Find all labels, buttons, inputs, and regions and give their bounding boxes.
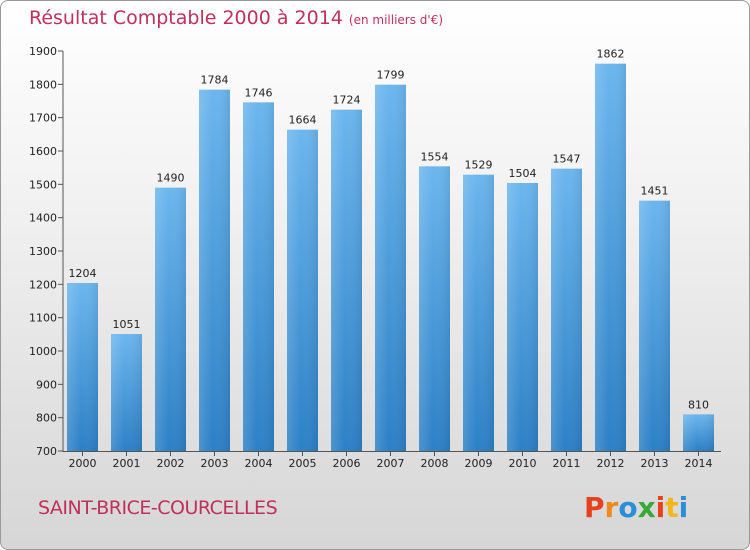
value-label-2007: 1799 [377, 69, 405, 82]
x-tick-label-2003: 2003 [201, 457, 229, 470]
y-tick-label: 1900 [29, 45, 57, 58]
value-label-2008: 1554 [421, 150, 449, 163]
logo-letter: o [618, 491, 638, 524]
bar-shine-2002 [155, 187, 186, 451]
chart-subtitle: (en milliers d'€) [348, 13, 444, 27]
value-label-2005: 1664 [289, 114, 317, 127]
y-tick-label: 1700 [29, 112, 57, 125]
x-tick-label-2010: 2010 [509, 457, 537, 470]
y-tick-label: 1000 [29, 345, 57, 358]
proxiti-logo: Proxiti [584, 491, 688, 524]
y-tick-label: 1800 [29, 78, 57, 91]
value-label-2002: 1490 [157, 172, 185, 185]
x-tick-label-2001: 2001 [113, 457, 141, 470]
value-label-2003: 1784 [201, 74, 229, 87]
bar-shine-2011 [551, 168, 582, 451]
chart-title: Résultat Comptable 2000 à 2014 (en millie… [29, 7, 443, 29]
value-label-2009: 1529 [465, 159, 493, 172]
chart-axes: 700 800 900 1000 1100 1200 1300 1400 1500 1600 170… [29, 45, 721, 470]
bar-shine-2008 [419, 166, 450, 452]
y-tick-label: 900 [36, 378, 57, 391]
value-label-2006: 1724 [333, 94, 361, 107]
logo-letter: i [678, 491, 689, 524]
value-label-2011: 1547 [553, 153, 581, 166]
bar-shine-2007 [375, 84, 406, 452]
bar-shine-2012 [595, 63, 626, 452]
bar-shine-2000 [67, 283, 98, 451]
bar-shine-2001 [111, 334, 142, 451]
value-label-2012: 1862 [597, 48, 625, 61]
bar-shine-2014 [683, 414, 714, 451]
y-tick-label: 700 [36, 445, 57, 458]
bar-shine-2009 [463, 174, 494, 451]
x-tick-label-2005: 2005 [289, 457, 317, 470]
x-tick-label-2009: 2009 [465, 457, 493, 470]
y-tick-label: 1200 [29, 278, 57, 291]
value-label-2001: 1051 [113, 318, 141, 331]
value-label-2010: 1504 [509, 167, 537, 180]
y-tick-label: 800 [36, 412, 57, 425]
town-name: SAINT-BRICE-COURCELLES [38, 497, 278, 519]
value-label-2004: 1746 [245, 86, 273, 99]
value-label-2014: 810 [688, 398, 709, 411]
y-tick-label: 1100 [29, 312, 57, 325]
chart-title-text: Résultat Comptable 2000 à 2014 [29, 7, 343, 29]
x-tick-label-2002: 2002 [157, 457, 185, 470]
x-tick-label-2000: 2000 [69, 457, 97, 470]
value-label-2000: 1204 [69, 267, 97, 280]
x-tick-label-2014: 2014 [685, 457, 713, 470]
logo-letter: t [665, 491, 679, 524]
bar-shine-2010 [507, 183, 538, 451]
value-label-2013: 1451 [641, 185, 669, 198]
y-tick-label: 1500 [29, 178, 57, 191]
x-tick-label-2006: 2006 [333, 457, 361, 470]
bar-shine-2006 [331, 109, 362, 452]
y-tick-label: 1400 [29, 212, 57, 225]
x-tick-label-2004: 2004 [245, 457, 273, 470]
logo-letter: P [584, 491, 605, 524]
bar-shine-2004 [243, 102, 274, 451]
x-tick-label-2008: 2008 [421, 457, 449, 470]
x-tick-label-2011: 2011 [553, 457, 581, 470]
logo-letter: i [655, 491, 666, 524]
y-tick-label: 1300 [29, 245, 57, 258]
x-tick-label-2007: 2007 [377, 457, 405, 470]
logo-letter: x [637, 491, 656, 524]
x-tick-label-2012: 2012 [597, 457, 625, 470]
bar-shine-2013 [639, 200, 670, 451]
chart-bars: 1204 1051 1490 1784 1746 1664 1724 1799 1554 1529… [67, 48, 714, 452]
bar-shine-2003 [199, 89, 230, 452]
x-tick-label-2013: 2013 [641, 457, 669, 470]
logo-letter: r [604, 491, 619, 524]
bar-shine-2005 [287, 129, 318, 451]
y-tick-label: 1600 [29, 145, 57, 158]
